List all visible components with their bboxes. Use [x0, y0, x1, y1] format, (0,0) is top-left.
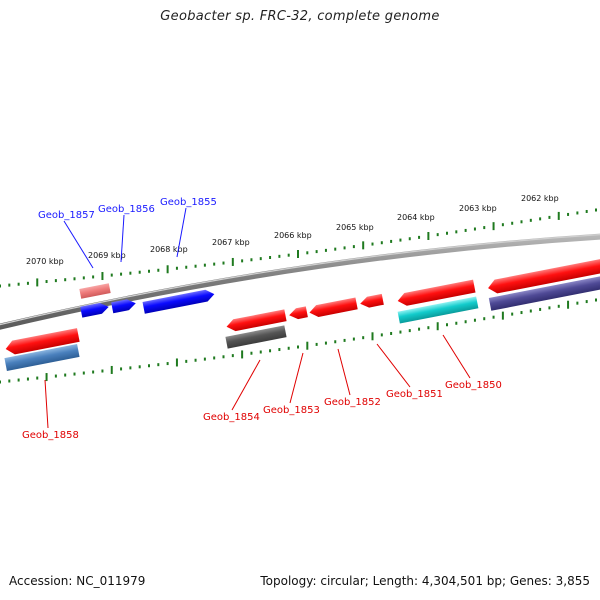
gene-label-geob-1852: Geob_1852 — [324, 397, 381, 408]
gene-feature-red-large — [488, 259, 600, 294]
gene-feature-gray — [225, 325, 287, 349]
accession-label: Accession: NC_011979 — [9, 574, 146, 588]
gene-label-leader — [176, 207, 187, 258]
gene-label-geob-1854: Geob_1854 — [203, 412, 260, 423]
gene-feature-cyan — [397, 296, 479, 324]
gene-label-geob-1855: Geob_1855 — [160, 197, 217, 208]
backbone-highlight — [0, 234, 600, 326]
scale-label-8: 2062 kbp — [521, 194, 559, 203]
gene-label-geob-1856: Geob_1856 — [98, 204, 155, 215]
genome-backbone — [0, 233, 600, 330]
gene-label-leader — [63, 220, 94, 269]
scale-label-6: 2064 kbp — [397, 213, 435, 222]
scale-label-4: 2066 kbp — [274, 231, 312, 240]
scale-label-5: 2065 kbp — [336, 223, 374, 232]
gene-feature-navy — [488, 276, 600, 311]
gene-geob-1852 — [309, 297, 358, 317]
scale-label-7: 2063 kbp — [459, 204, 497, 213]
scale-label-3: 2067 kbp — [212, 238, 250, 247]
gene-label-leader — [337, 348, 351, 396]
gene-label-leader — [120, 214, 125, 263]
gene-feature-pink — [79, 283, 111, 299]
gene-label-geob-1851: Geob_1851 — [386, 389, 443, 400]
gene-geob-1854 — [226, 309, 287, 332]
gene-label-leader — [442, 334, 471, 379]
gene-geob-1858 — [5, 328, 80, 355]
gene-label-geob-1857: Geob_1857 — [38, 210, 95, 221]
gene-geob-1855 — [142, 289, 215, 314]
gene-label-geob-1858: Geob_1858 — [22, 430, 79, 441]
gene-geob-1856 — [111, 299, 136, 314]
gene-feature-steel — [4, 344, 80, 371]
gene-label-leader — [376, 343, 411, 388]
gene-label-leader — [289, 352, 304, 404]
scale-label-1: 2069 kbp — [88, 251, 126, 260]
gene-geob-1850 — [397, 279, 476, 306]
gene-geob-1851 — [360, 293, 384, 308]
genome-summary-label: Topology: circular; Length: 4,304,501 bp… — [260, 574, 590, 588]
gene-label-leader — [231, 359, 261, 411]
gene-label-geob-1850: Geob_1850 — [445, 380, 502, 391]
gene-geob-1853 — [289, 306, 308, 320]
scale-label-2: 2068 kbp — [150, 245, 188, 254]
genome-title: Geobacter sp. FRC-32, complete genome — [160, 9, 440, 24]
scale-label-0: 2070 kbp — [26, 257, 64, 266]
gene-label-geob-1853: Geob_1853 — [263, 405, 320, 416]
gene-label-leader — [44, 379, 49, 429]
gene-geob-1857 — [80, 302, 109, 318]
